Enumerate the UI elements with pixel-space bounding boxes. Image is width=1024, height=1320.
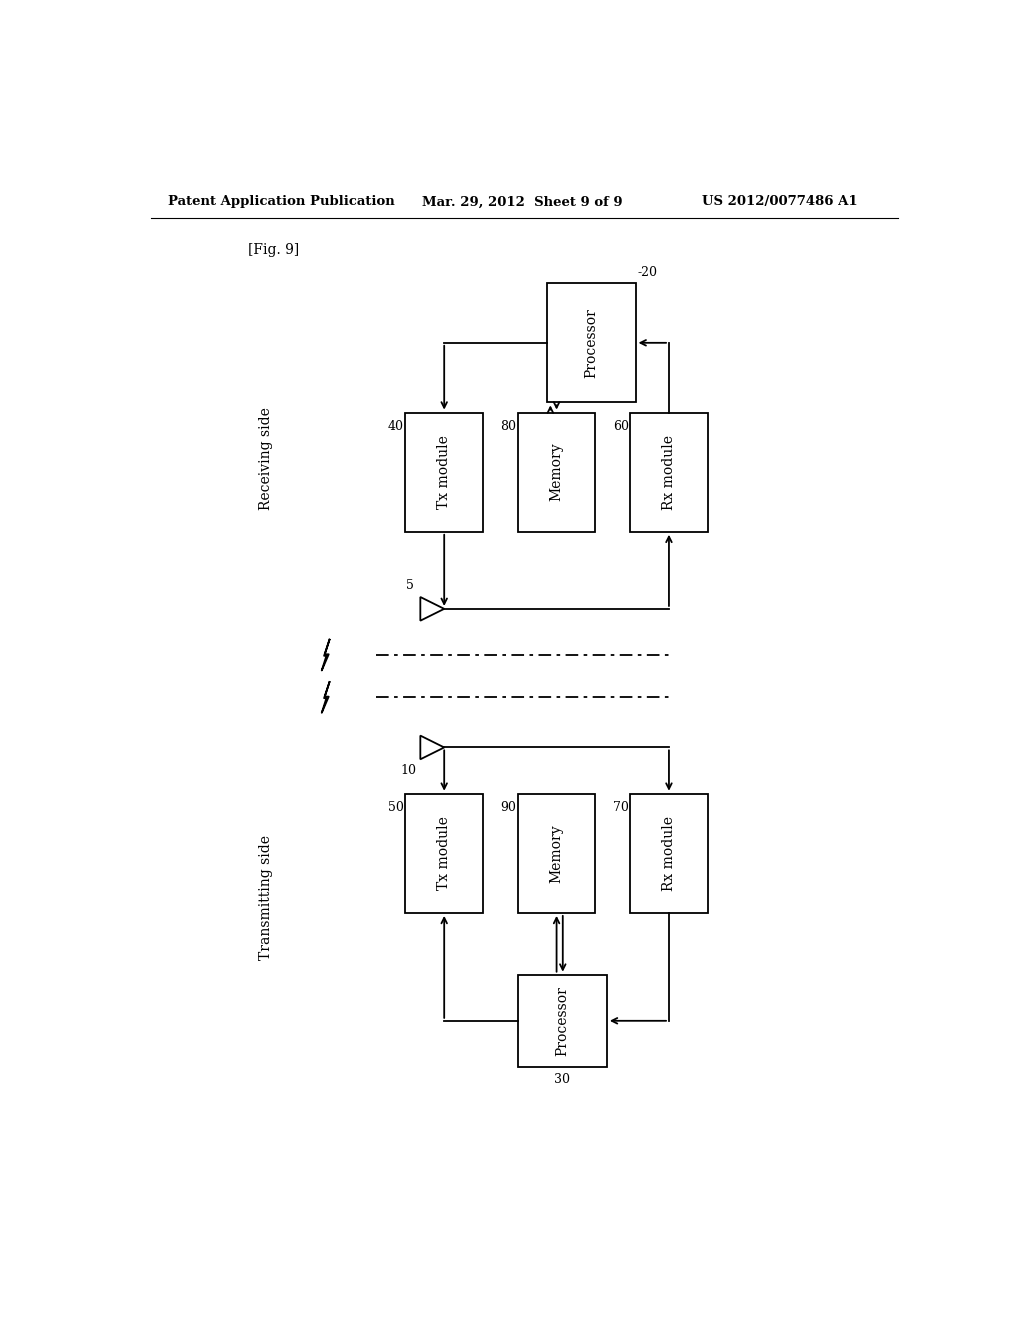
- Text: 50: 50: [388, 801, 403, 814]
- Bar: [518, 412, 595, 532]
- Bar: [406, 793, 483, 913]
- Text: Processor: Processor: [584, 308, 598, 378]
- Bar: [630, 793, 708, 913]
- Text: Rx module: Rx module: [662, 434, 676, 510]
- Text: 60: 60: [612, 420, 629, 433]
- Text: Mar. 29, 2012  Sheet 9 of 9: Mar. 29, 2012 Sheet 9 of 9: [423, 195, 624, 209]
- Bar: [630, 412, 708, 532]
- Text: -20: -20: [637, 267, 657, 280]
- Bar: [518, 974, 607, 1067]
- Text: Memory: Memory: [550, 444, 563, 502]
- Text: Tx module: Tx module: [437, 816, 452, 890]
- Text: 70: 70: [612, 801, 629, 814]
- Text: Patent Application Publication: Patent Application Publication: [168, 195, 395, 209]
- Bar: [406, 412, 483, 532]
- Bar: [518, 793, 595, 913]
- Text: Transmitting side: Transmitting side: [259, 836, 273, 960]
- Text: 30: 30: [554, 1073, 570, 1086]
- Text: 40: 40: [388, 420, 403, 433]
- Text: Processor: Processor: [555, 986, 569, 1056]
- Text: 10: 10: [400, 764, 417, 777]
- Text: 5: 5: [407, 579, 414, 591]
- Text: 80: 80: [501, 420, 516, 433]
- Text: Memory: Memory: [550, 824, 563, 883]
- Bar: [547, 284, 636, 403]
- Text: US 2012/0077486 A1: US 2012/0077486 A1: [701, 195, 857, 209]
- Text: Rx module: Rx module: [662, 816, 676, 891]
- Text: 90: 90: [501, 801, 516, 814]
- Text: Receiving side: Receiving side: [259, 408, 273, 510]
- Text: [Fig. 9]: [Fig. 9]: [248, 243, 299, 257]
- Text: Tx module: Tx module: [437, 436, 452, 510]
